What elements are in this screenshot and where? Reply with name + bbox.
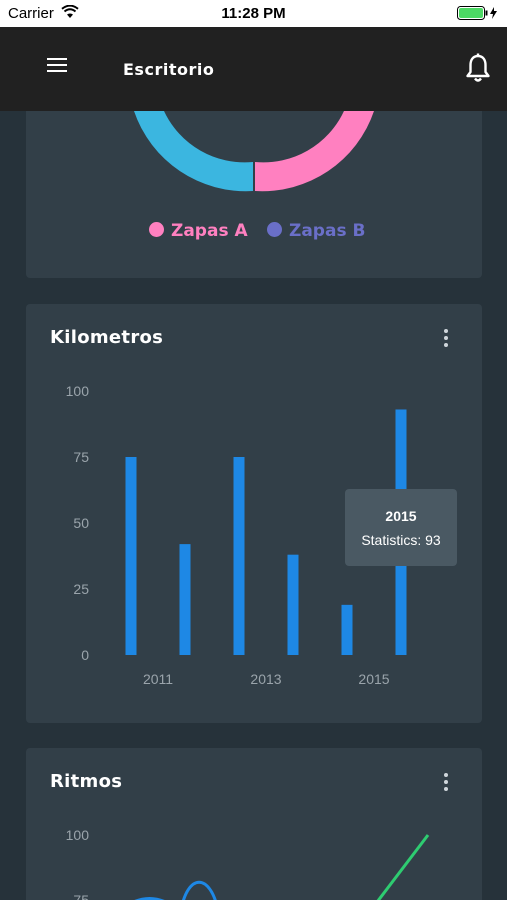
bar-2012 [233, 457, 245, 655]
tooltip-title: 2015 [385, 508, 417, 524]
legend-item-zapas-a[interactable]: Zapas A [149, 221, 248, 241]
legend-item-zapas-b[interactable]: Zapas B [267, 221, 365, 241]
y-tick-label: 0 [81, 647, 89, 663]
app-bar: Escritorio [0, 27, 507, 111]
x-tick-label: 2011 [143, 671, 173, 687]
legend-label-zapas-a: Zapas A [171, 221, 248, 241]
wifi-icon [61, 4, 79, 23]
x-tick-label: 2015 [358, 671, 389, 687]
menu-icon[interactable] [47, 57, 67, 77]
y-tick-label: 25 [73, 581, 89, 597]
donut-segment-b [134, 111, 253, 192]
kilometros-card: Kilometros 100 75 50 25 0 2011 2013 2015 2015 S… [26, 304, 482, 723]
clock: 11:28 PM [221, 5, 286, 22]
bar-2014 [341, 604, 353, 655]
bar-2010 [125, 457, 137, 655]
ritmos-more-icon[interactable] [441, 773, 451, 794]
series-line-green [134, 897, 165, 900]
x-tick-label: 2013 [250, 671, 281, 687]
tooltip-text: Statistics: 93 [361, 532, 441, 548]
y-tick-label: 75 [73, 892, 89, 900]
y-tick-label: 100 [66, 383, 90, 399]
bell-icon[interactable] [465, 53, 491, 87]
kilometros-more-icon[interactable] [441, 329, 451, 350]
legend-dot-zapas-b [267, 222, 282, 237]
donut-card: Zapas A Zapas B [26, 111, 482, 278]
chart-tooltip: 2015 Statistics: 93 [345, 489, 457, 566]
ritmos-title: Ritmos [50, 771, 123, 792]
battery-icon [457, 6, 499, 24]
y-tick-label: 75 [73, 449, 89, 465]
donut-chart [134, 111, 374, 192]
kilometros-title: Kilometros [50, 327, 164, 348]
legend-dot-zapas-a [149, 222, 164, 237]
page-title: Escritorio [123, 60, 215, 79]
donut-segment-a [255, 111, 374, 192]
carrier-label: Carrier [8, 5, 54, 22]
legend-label-zapas-b: Zapas B [289, 221, 366, 241]
bar-2011 [179, 544, 191, 655]
ritmos-chart: 100 75 [66, 827, 430, 900]
series-line-blue [181, 880, 217, 900]
bar-2013 [287, 554, 299, 655]
status-bar: Carrier 11:28 PM [0, 0, 507, 27]
y-tick-label: 50 [73, 515, 89, 531]
y-tick-label: 100 [66, 827, 90, 843]
series-line-green [376, 834, 430, 900]
ritmos-card: Ritmos 100 75 [26, 748, 482, 900]
